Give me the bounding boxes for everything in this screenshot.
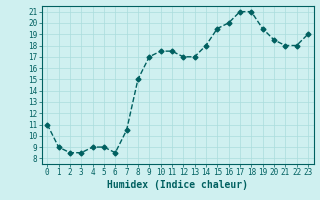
X-axis label: Humidex (Indice chaleur): Humidex (Indice chaleur) — [107, 180, 248, 190]
